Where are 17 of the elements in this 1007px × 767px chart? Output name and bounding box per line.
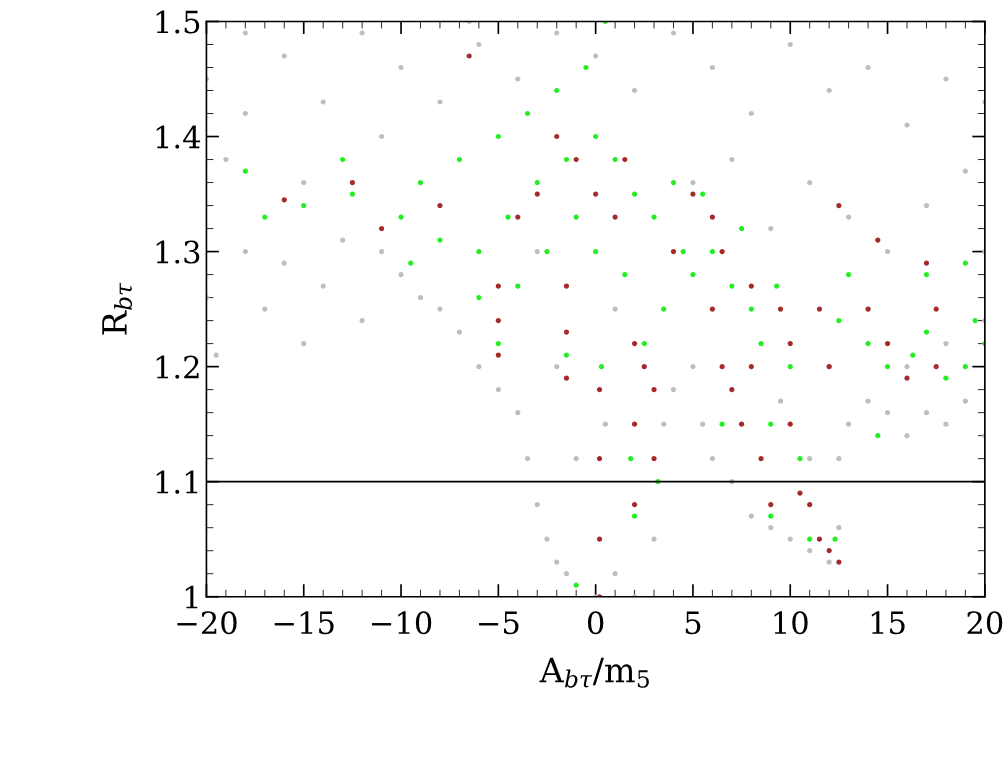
y-tick-label: 1.1 <box>156 470 198 494</box>
y-axis-title: R$_{bτ}$ <box>102 282 133 335</box>
x-tick-label: 15 <box>871 611 905 635</box>
x-tick-label: −15 <box>274 611 334 635</box>
x-tick-label: −10 <box>372 611 432 635</box>
x-tick-label: 20 <box>967 611 1003 635</box>
y-tick-label: 1 <box>185 585 198 609</box>
y-tick-label: 1.4 <box>156 125 201 149</box>
x-tick-label: −5 <box>479 611 519 635</box>
y-tick-label: 1.5 <box>156 10 200 34</box>
x-tick-label: 5 <box>685 611 701 635</box>
x-tick-label: 0 <box>587 611 604 635</box>
y-tick-label: 1.2 <box>156 355 199 379</box>
x-tick-label: 10 <box>774 611 808 635</box>
x-tick-label: −20 <box>177 611 237 635</box>
x-axis-title: A$_{bτ}$/m$_{5}$ <box>539 657 649 688</box>
y-tick-label: 1.3 <box>156 240 200 264</box>
